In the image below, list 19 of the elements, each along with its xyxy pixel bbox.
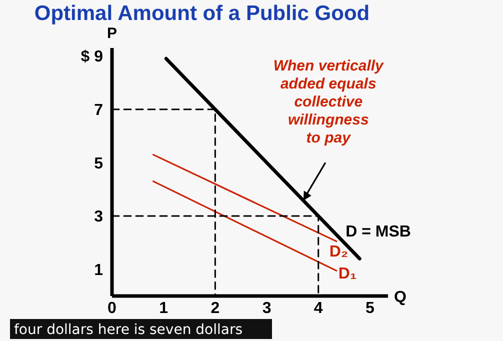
text: four dollars here is seven dollars [14, 322, 243, 338]
y-tick-label: 7 [94, 102, 104, 119]
y-tick-label: $ 9 [80, 48, 104, 66]
series-label: D = MSB [346, 224, 411, 241]
x-tick-label: 0 [108, 300, 117, 317]
x-tick-label: 3 [262, 300, 272, 317]
x-tick-label: 2 [210, 300, 220, 317]
annotation: When vertically added equals collective willingness to pay [273, 58, 384, 147]
series-label: D₂ [329, 243, 348, 260]
y-tick-label: 5 [94, 155, 104, 172]
series-label: D₁ [338, 266, 357, 283]
x-tick-label: 4 [314, 300, 323, 317]
y-tick-label: 3 [94, 208, 104, 226]
x-tick-label: 1 [159, 300, 168, 317]
chart-title: Optimal Amount of a Public Good [34, 2, 370, 25]
y-axis-title: P [106, 25, 118, 42]
x-axis-title: Q [394, 289, 406, 306]
y-tick-label: 1 [94, 262, 104, 279]
x-tick-label: 5 [365, 300, 374, 317]
